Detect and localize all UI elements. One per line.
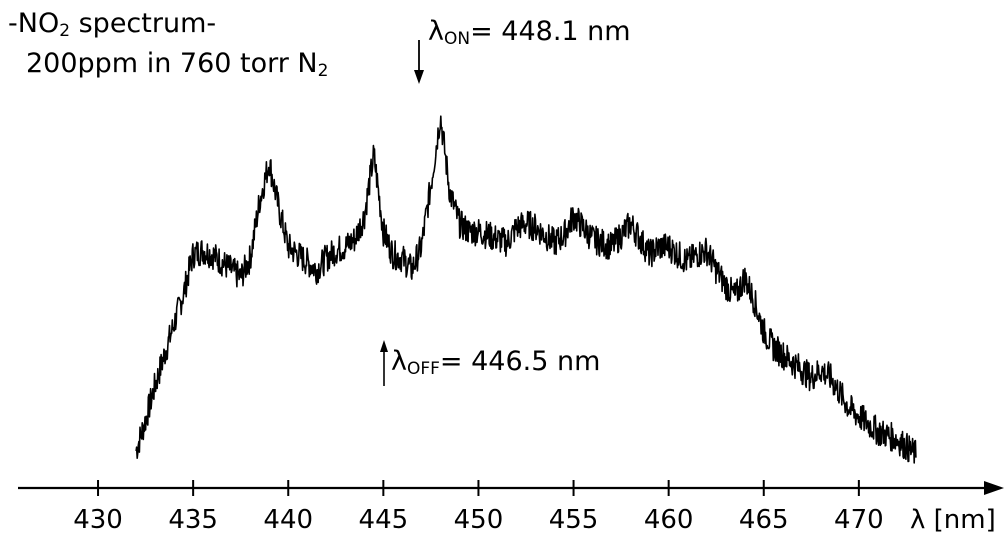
x-tick-label: 435 [168,505,218,535]
on-arrow [414,40,424,84]
x-tick-label: 465 [738,505,789,535]
x-tick-label: 450 [453,505,504,535]
x-tick-label: 440 [263,505,314,535]
lambda-off-label: λOFF= 446.5 nm [391,346,601,379]
x-tick-label: 430 [73,505,123,535]
x-tick-label: 470 [834,505,884,535]
chart-title-line1: -NO2 spectrum- [8,8,217,41]
lambda-on-label: λON= 448.1 nm [428,16,631,49]
x-tick-label: 445 [358,505,409,535]
off-arrow [380,340,388,386]
x-tick-label: 460 [643,505,694,535]
x-tick-label: 455 [548,505,599,535]
x-axis-label: λ [nm] [910,505,996,535]
spectrum-line [135,115,917,464]
x-axis-arrowhead [984,481,1004,495]
x-ticks [97,480,860,496]
chart-title-line2: 200ppm in 760 torr N2 [26,48,329,81]
